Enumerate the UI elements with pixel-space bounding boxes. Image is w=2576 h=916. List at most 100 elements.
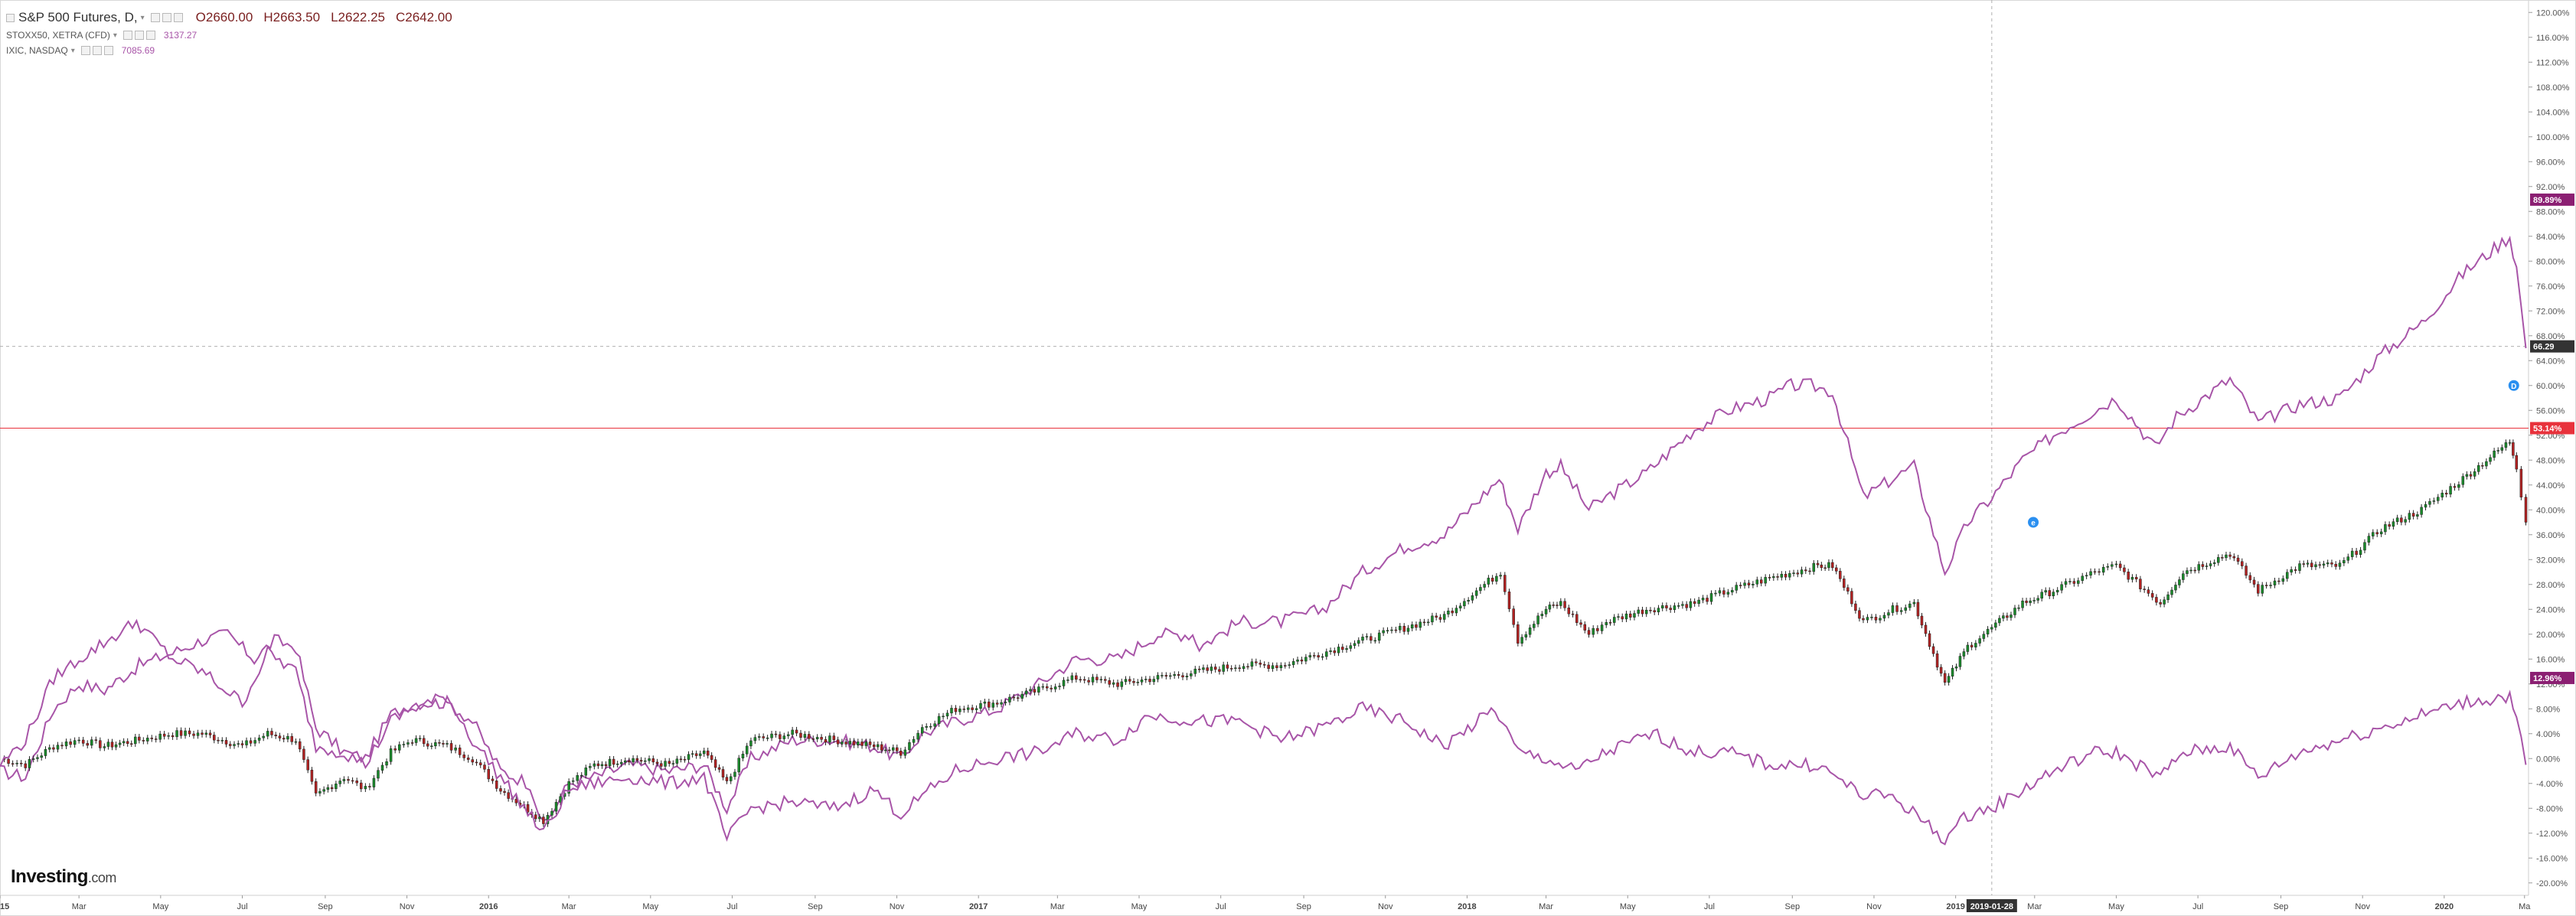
candle-body <box>1415 624 1418 628</box>
candle-body <box>979 702 982 709</box>
candle-body <box>2002 615 2005 619</box>
candle-body <box>1152 679 1155 683</box>
candle-body <box>1161 675 1164 676</box>
more-icon[interactable] <box>173 13 183 22</box>
candle-body <box>1912 601 1916 605</box>
event-marker[interactable] <box>2026 515 2041 530</box>
y-tick-label: 8.00% <box>2536 705 2560 714</box>
candle-body <box>86 743 89 746</box>
eye-icon[interactable] <box>122 31 132 40</box>
candle-body <box>1112 682 1115 685</box>
candle-body <box>580 774 583 777</box>
compare-row-ixic[interactable]: IXIC, NASDAQ ▾ 7085.69 <box>6 43 452 58</box>
candle-body <box>2476 465 2480 472</box>
candle-body <box>1970 644 1974 647</box>
candle-body <box>687 754 691 760</box>
candle-body <box>1426 621 1430 624</box>
candle-body <box>1978 638 1981 644</box>
candle-body <box>884 749 887 751</box>
x-tick-label: Mar <box>1539 902 1553 911</box>
y-tick-label: 44.00% <box>2536 481 2565 491</box>
candle-body <box>1862 618 1865 621</box>
x-tick-label: May <box>1131 902 1148 911</box>
compare-symbol-label[interactable]: IXIC, NASDAQ <box>6 45 68 56</box>
settings-icon[interactable] <box>134 31 144 40</box>
compare-symbol-label[interactable]: STOXX50, XETRA (CFD) <box>6 30 110 41</box>
candle-body <box>94 739 98 741</box>
candle-body <box>668 761 671 764</box>
candle-body <box>1908 603 1912 608</box>
candle-body <box>954 708 958 712</box>
candle-body <box>844 742 847 745</box>
candle-body <box>192 733 195 736</box>
main-symbol-row[interactable]: S&P 500 Futures, D, ▾ O2660.00 H2663.50 … <box>6 8 452 28</box>
candle-body <box>1943 673 1947 683</box>
series-line-stoxx50 <box>0 618 2527 846</box>
candle-body <box>1854 603 1857 611</box>
candle-body <box>1866 617 1869 621</box>
candle-body <box>1633 613 1636 618</box>
eye-icon[interactable] <box>150 13 160 22</box>
compare-row-stoxx50[interactable]: STOXX50, XETRA (CFD) ▾ 3137.27 <box>6 28 452 43</box>
candle-body <box>1792 572 1795 574</box>
chevron-down-icon[interactable]: ▾ <box>113 31 117 40</box>
event-marker[interactable] <box>2506 378 2521 393</box>
x-tick-label: Sep <box>318 902 333 911</box>
candle-body <box>1377 632 1381 641</box>
candle-body <box>660 763 663 767</box>
settings-icon[interactable] <box>162 13 171 22</box>
candle-body <box>1455 608 1458 614</box>
candle-body <box>77 739 80 742</box>
candle-body <box>2461 476 2465 485</box>
eye-icon[interactable] <box>80 46 90 55</box>
candle-body <box>1804 569 1807 572</box>
candle-body <box>2212 562 2216 564</box>
candle-body <box>278 735 282 738</box>
main-symbol-label[interactable]: S&P 500 Futures, D, <box>18 10 138 24</box>
candle-body <box>257 737 261 741</box>
event-marker-label: D <box>2511 383 2516 391</box>
candle-body <box>1657 608 1660 613</box>
candle-body <box>1507 592 1511 609</box>
candle-body <box>679 758 683 761</box>
candle-body <box>2159 601 2162 605</box>
candle-body <box>2273 580 2277 585</box>
candle-body <box>1296 659 1299 662</box>
candle-body <box>1029 689 1032 692</box>
candle-body <box>651 758 655 763</box>
candle-body <box>1617 616 1620 618</box>
candle-body <box>820 737 823 740</box>
chevron-down-icon[interactable]: ▾ <box>140 13 145 22</box>
close-icon[interactable] <box>145 31 155 40</box>
candle-body <box>1755 579 1759 585</box>
candle-body <box>2139 579 2142 589</box>
candle-body <box>1325 651 1328 657</box>
candle-body <box>1479 587 1482 592</box>
y-tick-label: 72.00% <box>2536 307 2565 316</box>
candle-body <box>1218 669 1221 672</box>
investing-logo[interactable]: Investing.com <box>11 866 116 887</box>
candle-body <box>2248 575 2252 581</box>
settings-icon[interactable] <box>92 46 102 55</box>
candle-body <box>2032 600 2036 601</box>
candle-body <box>253 740 256 744</box>
chevron-down-icon[interactable]: ▾ <box>70 46 75 55</box>
candle-body <box>1796 572 1800 575</box>
candle-body <box>286 735 289 740</box>
candle-body <box>2106 566 2110 568</box>
candle-body <box>832 735 836 740</box>
candle-body <box>1353 643 1357 646</box>
y-tick-label: -4.00% <box>2536 780 2563 789</box>
candle-body <box>860 742 864 746</box>
candle-body <box>2306 562 2310 565</box>
candle-body <box>122 741 126 744</box>
compare-value: 7085.69 <box>121 45 155 56</box>
close-icon[interactable] <box>103 46 113 55</box>
candle-body <box>47 747 51 750</box>
candle-body <box>1812 562 1816 572</box>
candle-body <box>1250 661 1254 667</box>
collapse-legend-icon[interactable] <box>6 13 15 22</box>
